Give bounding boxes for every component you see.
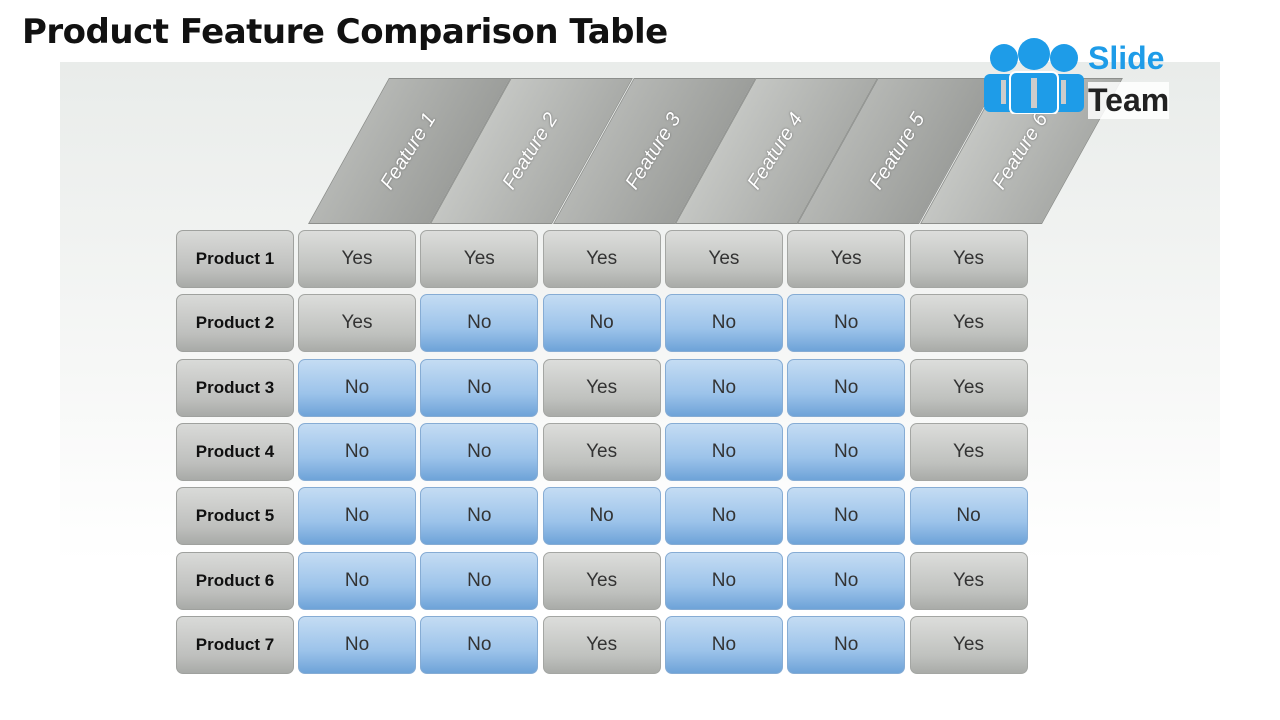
- table-cell: No: [420, 358, 539, 417]
- product-label: Product 4: [176, 422, 294, 481]
- feature-header-label: Feature 4: [743, 108, 808, 193]
- page-title: Product Feature Comparison Table: [22, 12, 668, 52]
- table-cell: No: [664, 487, 783, 546]
- table-cell: No: [420, 551, 539, 610]
- feature-header-label: Feature 2: [498, 108, 563, 193]
- table-cell: No: [298, 615, 416, 674]
- table-cell: No: [787, 487, 906, 546]
- table-cell: Yes: [298, 294, 416, 353]
- product-label: Product 7: [176, 615, 294, 674]
- table-cell: Yes: [909, 422, 1028, 481]
- feature-header-label: Feature 3: [621, 108, 686, 193]
- product-label: Product 6: [176, 551, 294, 610]
- table-cell: No: [787, 551, 906, 610]
- table-cell: No: [787, 358, 906, 417]
- table-cell: Yes: [664, 230, 783, 288]
- feature-header-label: Feature 5: [865, 108, 930, 193]
- logo-text-slide: Slide: [1088, 40, 1165, 76]
- table-cell: Yes: [909, 358, 1028, 417]
- table-cell: No: [664, 422, 783, 481]
- table-cell: Yes: [542, 615, 661, 674]
- product-label: Product 2: [176, 294, 294, 353]
- table-cell: Yes: [787, 230, 906, 288]
- table-cell: No: [909, 487, 1028, 546]
- table-cell: No: [298, 358, 416, 417]
- people-icon: [984, 38, 1084, 115]
- table-cell: No: [542, 294, 661, 353]
- table-cell: No: [298, 487, 416, 546]
- table-cell: No: [664, 358, 783, 417]
- product-label: Product 3: [176, 358, 294, 417]
- product-label: Product 1: [176, 230, 294, 288]
- table-cell: No: [298, 422, 416, 481]
- table-cell: No: [298, 551, 416, 610]
- feature-header-label: Feature 1: [376, 108, 441, 193]
- logo-text-team: Team: [1088, 82, 1170, 119]
- product-label: Product 5: [176, 487, 294, 546]
- table-cell: No: [420, 615, 539, 674]
- table-cell: Yes: [909, 615, 1028, 674]
- table-cell: Yes: [909, 551, 1028, 610]
- table-cell: Yes: [298, 230, 416, 288]
- table-cell: No: [664, 615, 783, 674]
- table-cell: No: [787, 294, 906, 353]
- table-cell: No: [787, 422, 906, 481]
- table-cell: No: [664, 294, 783, 353]
- table-cell: No: [420, 294, 539, 353]
- table-cell: Yes: [542, 230, 661, 288]
- table-cell: No: [420, 487, 539, 546]
- table-cell: Yes: [542, 551, 661, 610]
- slideteam-logo: Slide Team: [982, 38, 1172, 119]
- table-cell: No: [664, 551, 783, 610]
- feature-header-label: Feature 6: [988, 108, 1053, 193]
- table-cell: No: [542, 487, 661, 546]
- table-cell: No: [787, 615, 906, 674]
- table-cell: Yes: [542, 422, 661, 481]
- table-cell: Yes: [542, 358, 661, 417]
- table-cell: No: [420, 422, 539, 481]
- table-cell: Yes: [909, 294, 1028, 353]
- table-cell: Yes: [909, 230, 1028, 288]
- table-cell: Yes: [420, 230, 539, 288]
